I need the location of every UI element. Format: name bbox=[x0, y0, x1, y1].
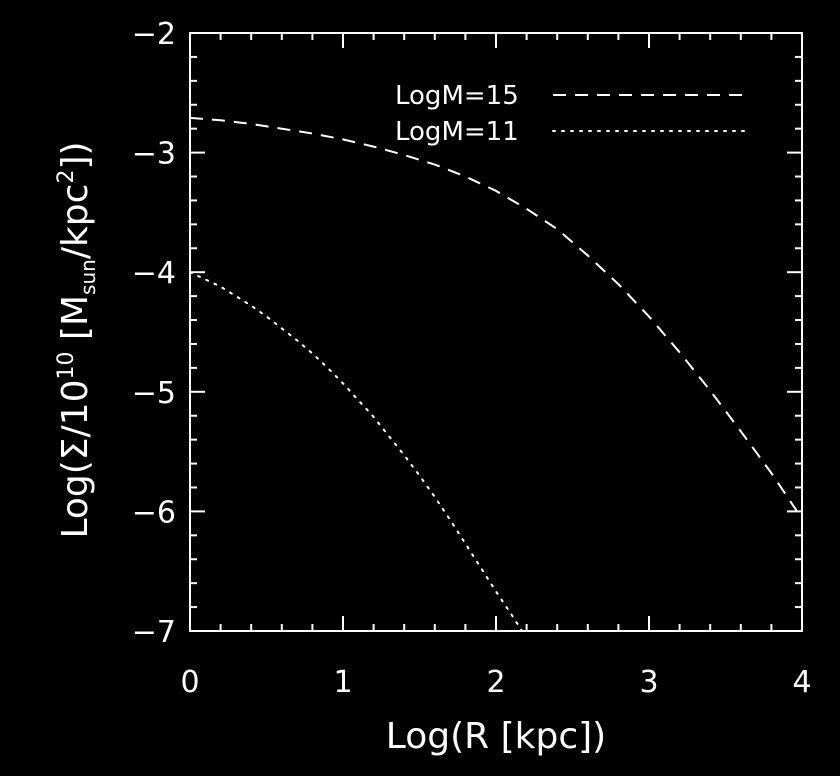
plot-frame bbox=[189, 32, 803, 632]
x-tick-label: 3 bbox=[639, 665, 658, 700]
x-tick-label: 2 bbox=[486, 665, 505, 700]
y-axis-label-close: ]) bbox=[55, 141, 96, 169]
y-axis-label-prefix: Log(Σ/10 bbox=[55, 380, 96, 539]
y-tick-label: −5 bbox=[132, 376, 176, 411]
y-axis-label-exponent: 10 bbox=[54, 352, 79, 380]
y-axis-label-power: 2 bbox=[54, 170, 79, 184]
y-tick-label: −3 bbox=[132, 137, 176, 172]
x-tick-label: 0 bbox=[180, 665, 199, 700]
legend-label-1: LogM=15 bbox=[395, 81, 519, 111]
y-axis-label-subscript: sun bbox=[76, 259, 100, 295]
minor-ticks bbox=[190, 33, 802, 631]
legend: LogM=15 LogM=11 bbox=[395, 81, 749, 147]
series-line-2 bbox=[190, 271, 524, 631]
y-tick-label: −2 bbox=[132, 17, 176, 52]
y-axis-label-open: [M bbox=[55, 295, 96, 352]
y-tick-label: −4 bbox=[132, 256, 176, 291]
legend-label-2: LogM=11 bbox=[395, 117, 519, 147]
series-layer bbox=[190, 116, 802, 631]
y-tick-label: −7 bbox=[132, 615, 176, 650]
x-tick-label: 4 bbox=[792, 665, 811, 700]
y-tick-labels: −2 −3 −4 −5 −6 −7 bbox=[132, 17, 176, 650]
x-tick-labels: 0 1 2 3 4 bbox=[180, 665, 811, 700]
series-line-1 bbox=[190, 116, 802, 520]
y-tick-label: −6 bbox=[132, 495, 176, 530]
y-axis-label: Log(Σ/1010 [Msun/kpc2]) bbox=[54, 141, 100, 538]
x-axis-label: Log(R [kpc]) bbox=[386, 716, 606, 757]
y-axis-label-middle: /kpc bbox=[55, 184, 96, 260]
x-tick-label: 1 bbox=[333, 665, 352, 700]
